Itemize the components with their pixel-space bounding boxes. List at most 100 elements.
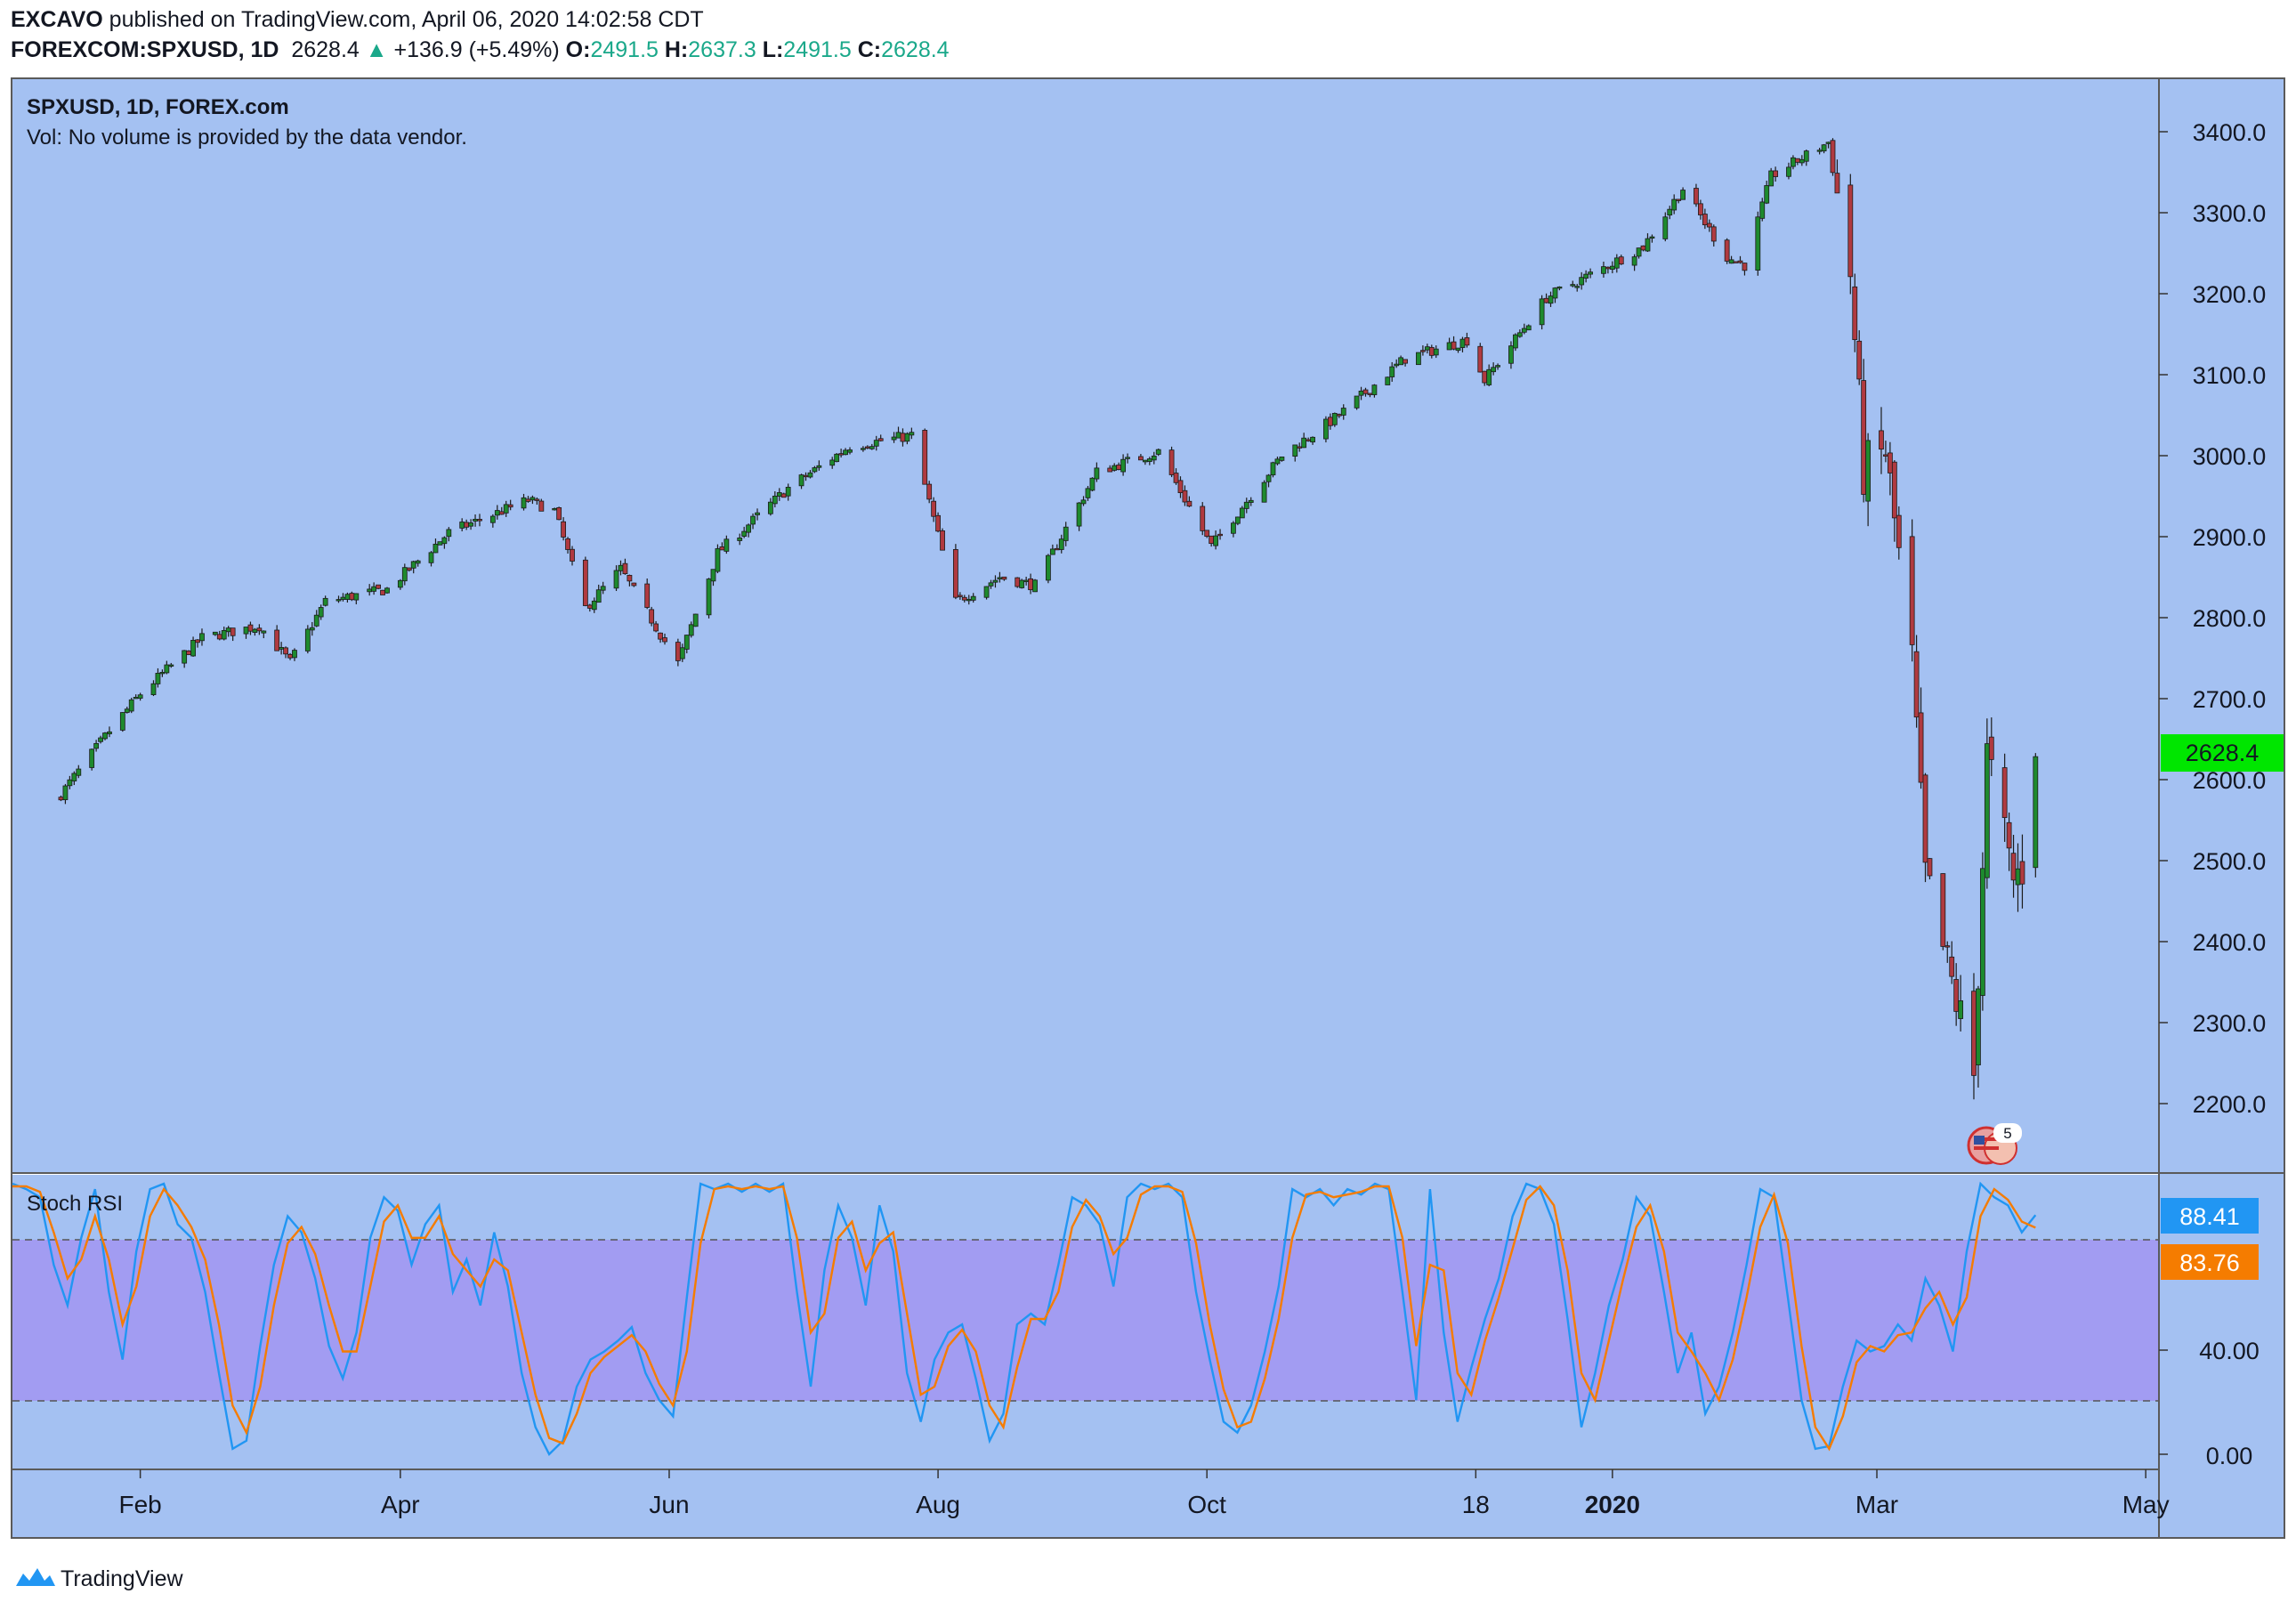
candle-body <box>710 569 716 582</box>
candle-body <box>988 582 994 587</box>
candle-body <box>688 624 694 636</box>
us-flag-event-icon[interactable]: 5 <box>1967 1123 2022 1165</box>
main-pane-bg <box>12 79 2158 1172</box>
candle-body <box>1340 408 1346 416</box>
candle-body <box>970 595 976 601</box>
candle-body <box>1200 506 1206 531</box>
candle-body <box>1428 346 1435 356</box>
volume-note: Vol: No volume is provided by the data v… <box>27 125 467 150</box>
candle-body <box>961 596 967 601</box>
candle-body <box>909 432 915 436</box>
stoch-d-line <box>12 1185 2036 1452</box>
candle-body <box>1385 376 1391 385</box>
k-value-tag <box>2161 1198 2259 1234</box>
tradingview-logo[interactable]: TradingView <box>16 1566 184 1591</box>
candle-body <box>1605 266 1611 270</box>
candle-body <box>834 453 840 463</box>
candle-body <box>433 543 439 554</box>
price-tick-label: 2500.0 <box>2193 848 2267 875</box>
candle-body <box>900 433 906 442</box>
candle-body <box>864 446 870 449</box>
candle-body <box>274 629 280 651</box>
candle-body <box>1063 526 1069 541</box>
candle-body <box>1755 216 1761 271</box>
candle-body <box>1918 712 1924 783</box>
candle-body <box>662 637 667 643</box>
candle-body <box>1548 295 1554 304</box>
candle-body <box>935 514 941 532</box>
candle-body <box>1433 348 1439 356</box>
cloud-logo-icon <box>16 1568 55 1586</box>
candle-body <box>489 515 496 523</box>
candle-body <box>1274 458 1281 465</box>
candle-body <box>1724 239 1730 262</box>
candle-body <box>521 497 527 509</box>
publisher-line: EXCAVO published on TradingView.com, Apr… <box>11 7 704 33</box>
candle-body <box>1371 384 1378 395</box>
candle-body <box>1297 446 1303 449</box>
candle-body <box>1816 150 1823 152</box>
candle-body <box>829 459 836 466</box>
candle-body <box>468 522 473 527</box>
candle-body <box>1358 391 1364 396</box>
candle-body <box>415 560 421 564</box>
candle-body <box>715 548 721 572</box>
candle-body <box>957 595 963 597</box>
candle-body <box>952 548 958 598</box>
high-value: 2637.3 <box>688 37 756 62</box>
candle-body <box>1173 473 1179 483</box>
candle-body <box>279 647 285 650</box>
candle-body <box>1451 341 1457 350</box>
candle-body <box>67 779 73 787</box>
candle-body <box>600 586 606 591</box>
candle-body <box>847 449 853 453</box>
candle-body <box>473 518 478 522</box>
candle-body <box>1058 538 1064 550</box>
candle-body <box>613 570 619 589</box>
candle-body <box>1640 245 1646 251</box>
close-label: C: <box>857 37 882 62</box>
candle-body <box>1922 774 1928 863</box>
candle-body <box>591 600 597 611</box>
candle-body <box>1508 345 1514 364</box>
candle-body <box>1516 332 1523 337</box>
candle-body <box>525 498 531 502</box>
candle-body <box>534 498 540 501</box>
candle-body <box>98 737 103 742</box>
candle-body <box>221 630 227 640</box>
candle-body <box>1706 222 1712 228</box>
candle-body <box>1301 437 1307 449</box>
candle-body <box>397 579 403 588</box>
candle-body <box>1389 366 1395 377</box>
time-tick-label: Mar <box>1855 1491 1898 1518</box>
price-tick-label: 3100.0 <box>2193 362 2267 389</box>
candle-body <box>225 627 231 633</box>
candle-body <box>89 748 95 768</box>
candle-body <box>1049 548 1055 555</box>
ohlc-header: FOREXCOM:SPXUSD, 1D 2628.4 ▲ +136.9 (+5.… <box>11 37 950 63</box>
candle-body <box>384 587 390 594</box>
candle-body <box>1112 465 1118 471</box>
candle-body <box>1852 286 1858 341</box>
candle-body <box>926 483 933 500</box>
candle-body <box>1107 467 1113 473</box>
candle-body <box>1265 474 1272 482</box>
candle-body <box>182 650 188 664</box>
candle-body <box>755 512 760 515</box>
candle-body <box>1146 458 1152 462</box>
time-tick-label: 18 <box>1462 1491 1490 1518</box>
candle-body <box>1331 413 1338 425</box>
candle-body <box>1887 452 1893 473</box>
candle-body <box>1794 158 1800 163</box>
candle-body <box>313 614 319 627</box>
candle-body <box>1958 1000 1964 1019</box>
candle-body <box>252 628 258 633</box>
candle-body <box>1861 380 1867 495</box>
candle-body <box>1791 157 1796 167</box>
candle-body <box>195 639 200 643</box>
candle-body <box>292 650 297 659</box>
candle-body <box>1151 455 1157 461</box>
candle-body <box>494 510 500 516</box>
candle-body <box>1482 370 1488 384</box>
